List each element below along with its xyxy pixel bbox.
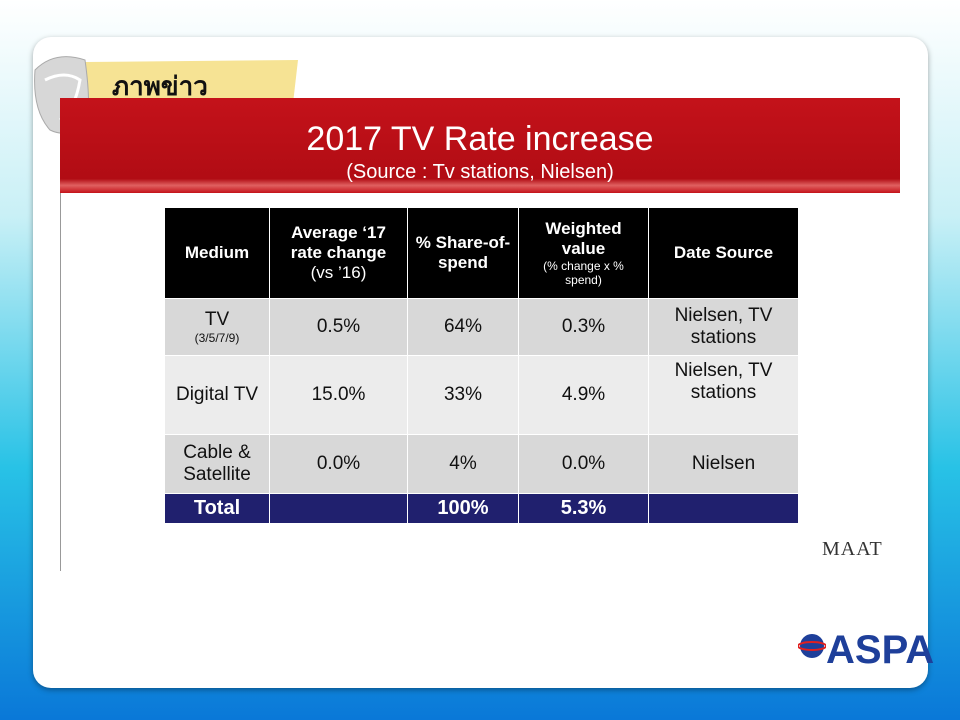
total-row: Total 100% 5.3%	[164, 493, 799, 524]
cell: Cable & Satellite	[164, 434, 270, 494]
cell: Nielsen, TV stations	[648, 298, 799, 356]
rate-table: Medium Average ‘17 rate change (vs ’16) %…	[164, 207, 799, 524]
globe	[800, 634, 824, 658]
medium: TV	[204, 309, 230, 330]
cell: 33%	[407, 355, 519, 435]
slide-title: 2017 TV Rate increase	[306, 120, 654, 158]
cell: Total	[164, 493, 270, 524]
cell: 64%	[407, 298, 519, 356]
cell: TV (3/5/7/9)	[164, 298, 270, 356]
title-banner: 2017 TV Rate increase (Source : Tv stati…	[60, 98, 900, 193]
cell: 100%	[407, 493, 519, 524]
header-note: (vs ’16)	[310, 263, 367, 282]
cell: 0.3%	[518, 298, 649, 356]
maat-logo: MAAT	[822, 538, 883, 560]
header-text: Average ‘17 rate change	[290, 223, 387, 262]
cell: 0.0%	[518, 434, 649, 494]
medium-note: (3/5/7/9)	[194, 331, 240, 345]
row: Digital TV 15.0% 33% 4.9% Nielsen, TV st…	[164, 355, 799, 435]
header-text: Date Source	[673, 243, 774, 262]
aspa-logo: ASPA	[826, 628, 935, 672]
aspa-globe	[798, 634, 826, 658]
orbit	[798, 641, 826, 651]
cell	[269, 493, 408, 524]
header-cell: Date Source	[648, 207, 799, 299]
cell: 0.5%	[269, 298, 408, 356]
header-text: Weighted value	[545, 219, 622, 258]
row: Cable & Satellite 0.0% 4% 0.0% Nielsen	[164, 434, 799, 494]
row: TV (3/5/7/9) 0.5% 64% 0.3% Nielsen, TV st…	[164, 298, 799, 356]
header-cell: % Share-of-spend	[407, 207, 519, 299]
cell: 4%	[407, 434, 519, 494]
tag-text: ภาพข่าว	[112, 72, 208, 102]
header-text: Medium	[184, 243, 250, 262]
header-cell: Medium	[164, 207, 270, 299]
slide-subtitle: (Source : Tv stations, Nielsen)	[346, 161, 614, 183]
header-cell: Weighted value (% change x % spend)	[518, 207, 649, 299]
cell: 15.0%	[269, 355, 408, 435]
cell: Nielsen	[648, 434, 799, 494]
header-cell: Average ‘17 rate change (vs ’16)	[269, 207, 408, 299]
divider	[60, 193, 61, 571]
header-note: (% change x % spend)	[543, 259, 624, 287]
cell: 5.3%	[518, 493, 649, 524]
cell: Digital TV	[164, 355, 270, 435]
cell: Nielsen, TV stations	[648, 355, 799, 435]
header-row: Medium Average ‘17 rate change (vs ’16) %…	[164, 207, 799, 299]
cell: 4.9%	[518, 355, 649, 435]
cell: 0.0%	[269, 434, 408, 494]
header-text: % Share-of-spend	[415, 233, 511, 272]
cell	[648, 493, 799, 524]
